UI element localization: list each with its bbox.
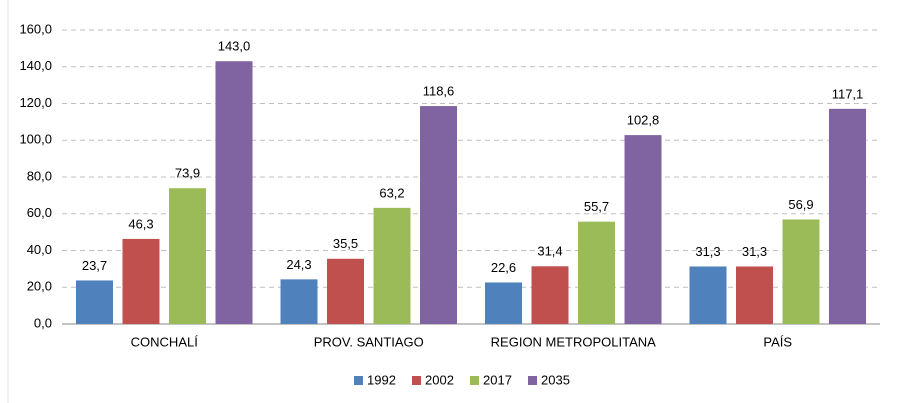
legend-swatch xyxy=(412,376,421,385)
bar xyxy=(420,106,457,324)
y-tick-label: 80,0 xyxy=(27,168,52,183)
y-tick-label: 60,0 xyxy=(27,205,52,220)
bar xyxy=(736,266,773,324)
data-label: 31,4 xyxy=(537,244,562,259)
bar xyxy=(689,266,727,324)
data-label: 56,9 xyxy=(788,197,813,212)
x-tick-label: PROV. SANTIAGO xyxy=(314,334,424,349)
data-label: 117,1 xyxy=(832,86,864,101)
legend-label: 1992 xyxy=(367,372,396,387)
y-tick-label: 20,0 xyxy=(27,279,52,294)
legend-swatch xyxy=(528,376,537,385)
bar xyxy=(373,207,411,324)
bar xyxy=(122,238,160,324)
y-tick-label: 120,0 xyxy=(19,95,52,110)
bar xyxy=(531,266,569,324)
data-label: 73,9 xyxy=(175,166,200,181)
y-tick-label: 160,0 xyxy=(19,21,52,36)
legend-swatch xyxy=(470,376,479,385)
bar xyxy=(782,219,820,324)
data-label: 143,0 xyxy=(218,39,251,54)
data-label: 31,3 xyxy=(695,244,720,259)
legend-swatch xyxy=(354,376,363,385)
x-tick-label: PAÍS xyxy=(763,334,792,349)
data-label: 55,7 xyxy=(584,199,609,214)
data-label: 22,6 xyxy=(491,260,516,275)
data-label: 35,5 xyxy=(333,236,358,251)
data-label: 63,2 xyxy=(379,185,404,200)
data-label: 23,7 xyxy=(82,258,107,273)
y-tick-label: 0,0 xyxy=(34,315,52,330)
x-tick-label: REGION METROPOLITANA xyxy=(491,334,656,349)
bar xyxy=(327,258,364,324)
data-label: 31,3 xyxy=(742,244,767,259)
bar xyxy=(280,279,318,324)
bar xyxy=(829,108,866,324)
bar xyxy=(215,61,253,325)
bar xyxy=(485,282,522,324)
y-tick-label: 140,0 xyxy=(19,58,52,73)
legend-label: 2017 xyxy=(483,372,512,387)
data-label: 118,6 xyxy=(423,84,455,99)
bar xyxy=(169,188,206,324)
data-label: 102,8 xyxy=(627,113,660,128)
legend-label: 2002 xyxy=(425,372,454,387)
x-tick-label: CONCHALÍ xyxy=(131,334,199,349)
bar xyxy=(624,135,662,324)
data-label: 46,3 xyxy=(128,216,153,231)
y-tick-label: 40,0 xyxy=(27,242,52,257)
bar xyxy=(76,280,113,324)
data-label: 24,3 xyxy=(286,257,311,272)
y-tick-label: 100,0 xyxy=(19,132,52,147)
legend-label: 2035 xyxy=(541,372,570,387)
bar xyxy=(578,221,615,324)
